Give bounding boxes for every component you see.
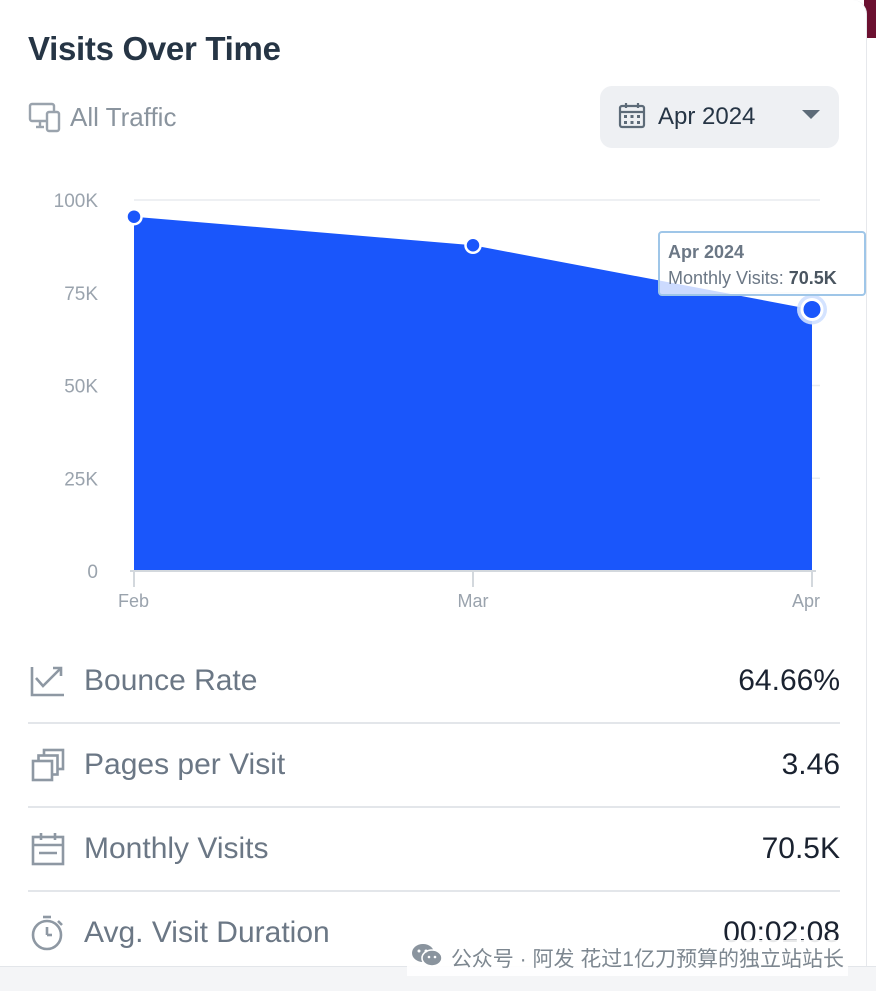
- data-point: [464, 236, 482, 255]
- calendar-icon: [618, 101, 646, 134]
- card-title: Visits Over Time: [28, 30, 281, 67]
- tooltip-body: Monthly Visits: 70.5K: [668, 265, 856, 291]
- metric-label: Monthly Visits: [84, 832, 269, 865]
- y-tick-label: 0: [87, 562, 98, 583]
- watermark: 公众号 · 阿发 花过1亿刀预算的独立站站长: [406, 940, 848, 976]
- x-tick-label: Apr: [792, 591, 820, 611]
- tooltip-date: Apr 2024: [668, 242, 745, 262]
- bounce-rate-icon: [28, 661, 68, 701]
- tooltip-value: 70.5K: [788, 268, 837, 288]
- y-tick-label: 50K: [64, 377, 98, 398]
- date-select-value: Apr 2024: [658, 103, 756, 130]
- traffic-filter-label: All Traffic: [70, 101, 177, 132]
- tooltip-label: Monthly Visits:: [668, 268, 784, 288]
- wechat-icon: [411, 942, 443, 974]
- chevron-down-icon: [801, 108, 821, 126]
- data-point: [125, 207, 143, 226]
- series-area: [134, 216, 812, 571]
- metric-label: Bounce Rate: [84, 664, 258, 697]
- metric-row-pages-per-visit: Pages per Visit 3.46: [28, 724, 840, 808]
- y-tick-label: 75K: [64, 284, 98, 305]
- pages-icon: [28, 745, 68, 785]
- devices-icon: [28, 101, 62, 133]
- chart-tooltip: Apr 2024 Monthly Visits: 70.5K: [658, 231, 866, 296]
- watermark-text: 公众号 · 阿发 花过1亿刀预算的独立站站长: [450, 948, 844, 971]
- metric-label: Avg. Visit Duration: [84, 916, 330, 949]
- window-corner-accent: [864, 0, 876, 38]
- metric-label: Pages per Visit: [84, 748, 286, 781]
- metric-value: 70.5K: [761, 832, 840, 865]
- traffic-filter: All Traffic: [28, 100, 176, 134]
- x-tick-label: Mar: [458, 591, 489, 611]
- stopwatch-icon: [28, 913, 68, 953]
- y-tick-label: 25K: [64, 469, 98, 490]
- visits-over-time-card: Visits Over Time All Traffic: [28, 0, 867, 966]
- visits-area-chart: 100K 75K 50K 25K 0 Feb Mar Apr: [54, 191, 827, 611]
- calendar-icon: [28, 829, 68, 869]
- metric-value: 3.46: [781, 748, 840, 781]
- metrics-list: Bounce Rate 64.66% Pages per Visit 3.46: [28, 640, 840, 974]
- metric-value: 64.66%: [738, 664, 840, 697]
- data-point: [800, 297, 824, 321]
- date-select-dropdown[interactable]: Apr 2024: [600, 86, 839, 148]
- metric-row-bounce-rate: Bounce Rate 64.66%: [28, 640, 840, 724]
- x-tick-label: Feb: [118, 591, 149, 611]
- metric-row-monthly-visits: Monthly Visits 70.5K: [28, 808, 840, 892]
- y-tick-label: 100K: [54, 191, 99, 212]
